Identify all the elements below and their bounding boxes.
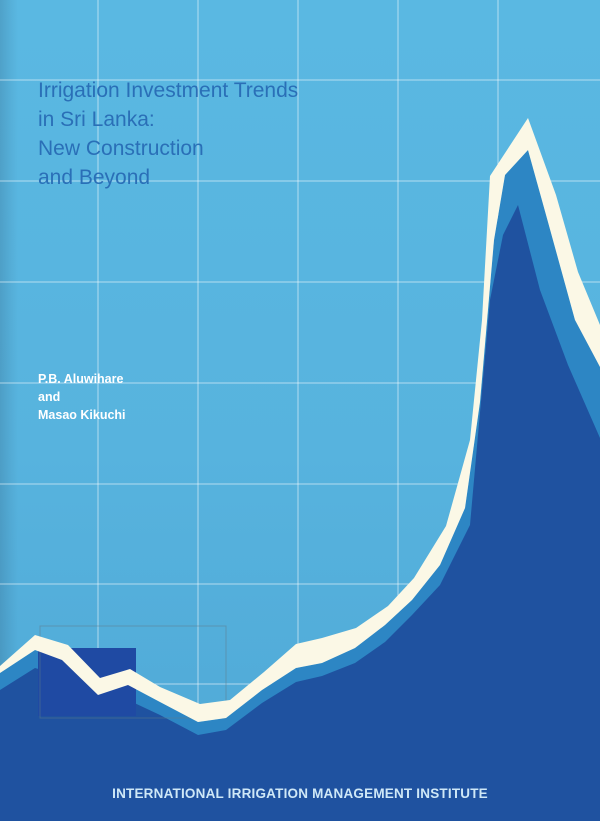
author-line: Masao Kikuchi xyxy=(38,408,126,422)
title-line: and Beyond xyxy=(38,166,151,189)
title-line: in Sri Lanka: xyxy=(38,108,155,131)
outline-box xyxy=(39,625,227,719)
spine-shadow xyxy=(0,0,18,821)
author-line: and xyxy=(38,390,61,404)
title-line: New Construction xyxy=(38,137,204,160)
publisher-name: INTERNATIONAL IRRIGATION MANAGEMENT INST… xyxy=(112,786,488,801)
book-title: Irrigation Investment Trends in Sri Lank… xyxy=(38,76,298,192)
title-line: Irrigation Investment Trends xyxy=(38,79,299,102)
dark-blue-area xyxy=(0,205,600,821)
author-line: P.B. Aluwihare xyxy=(38,372,124,386)
trend-band xyxy=(0,118,600,722)
author-block: P.B. Aluwihare and Masao Kikuchi xyxy=(38,370,126,424)
